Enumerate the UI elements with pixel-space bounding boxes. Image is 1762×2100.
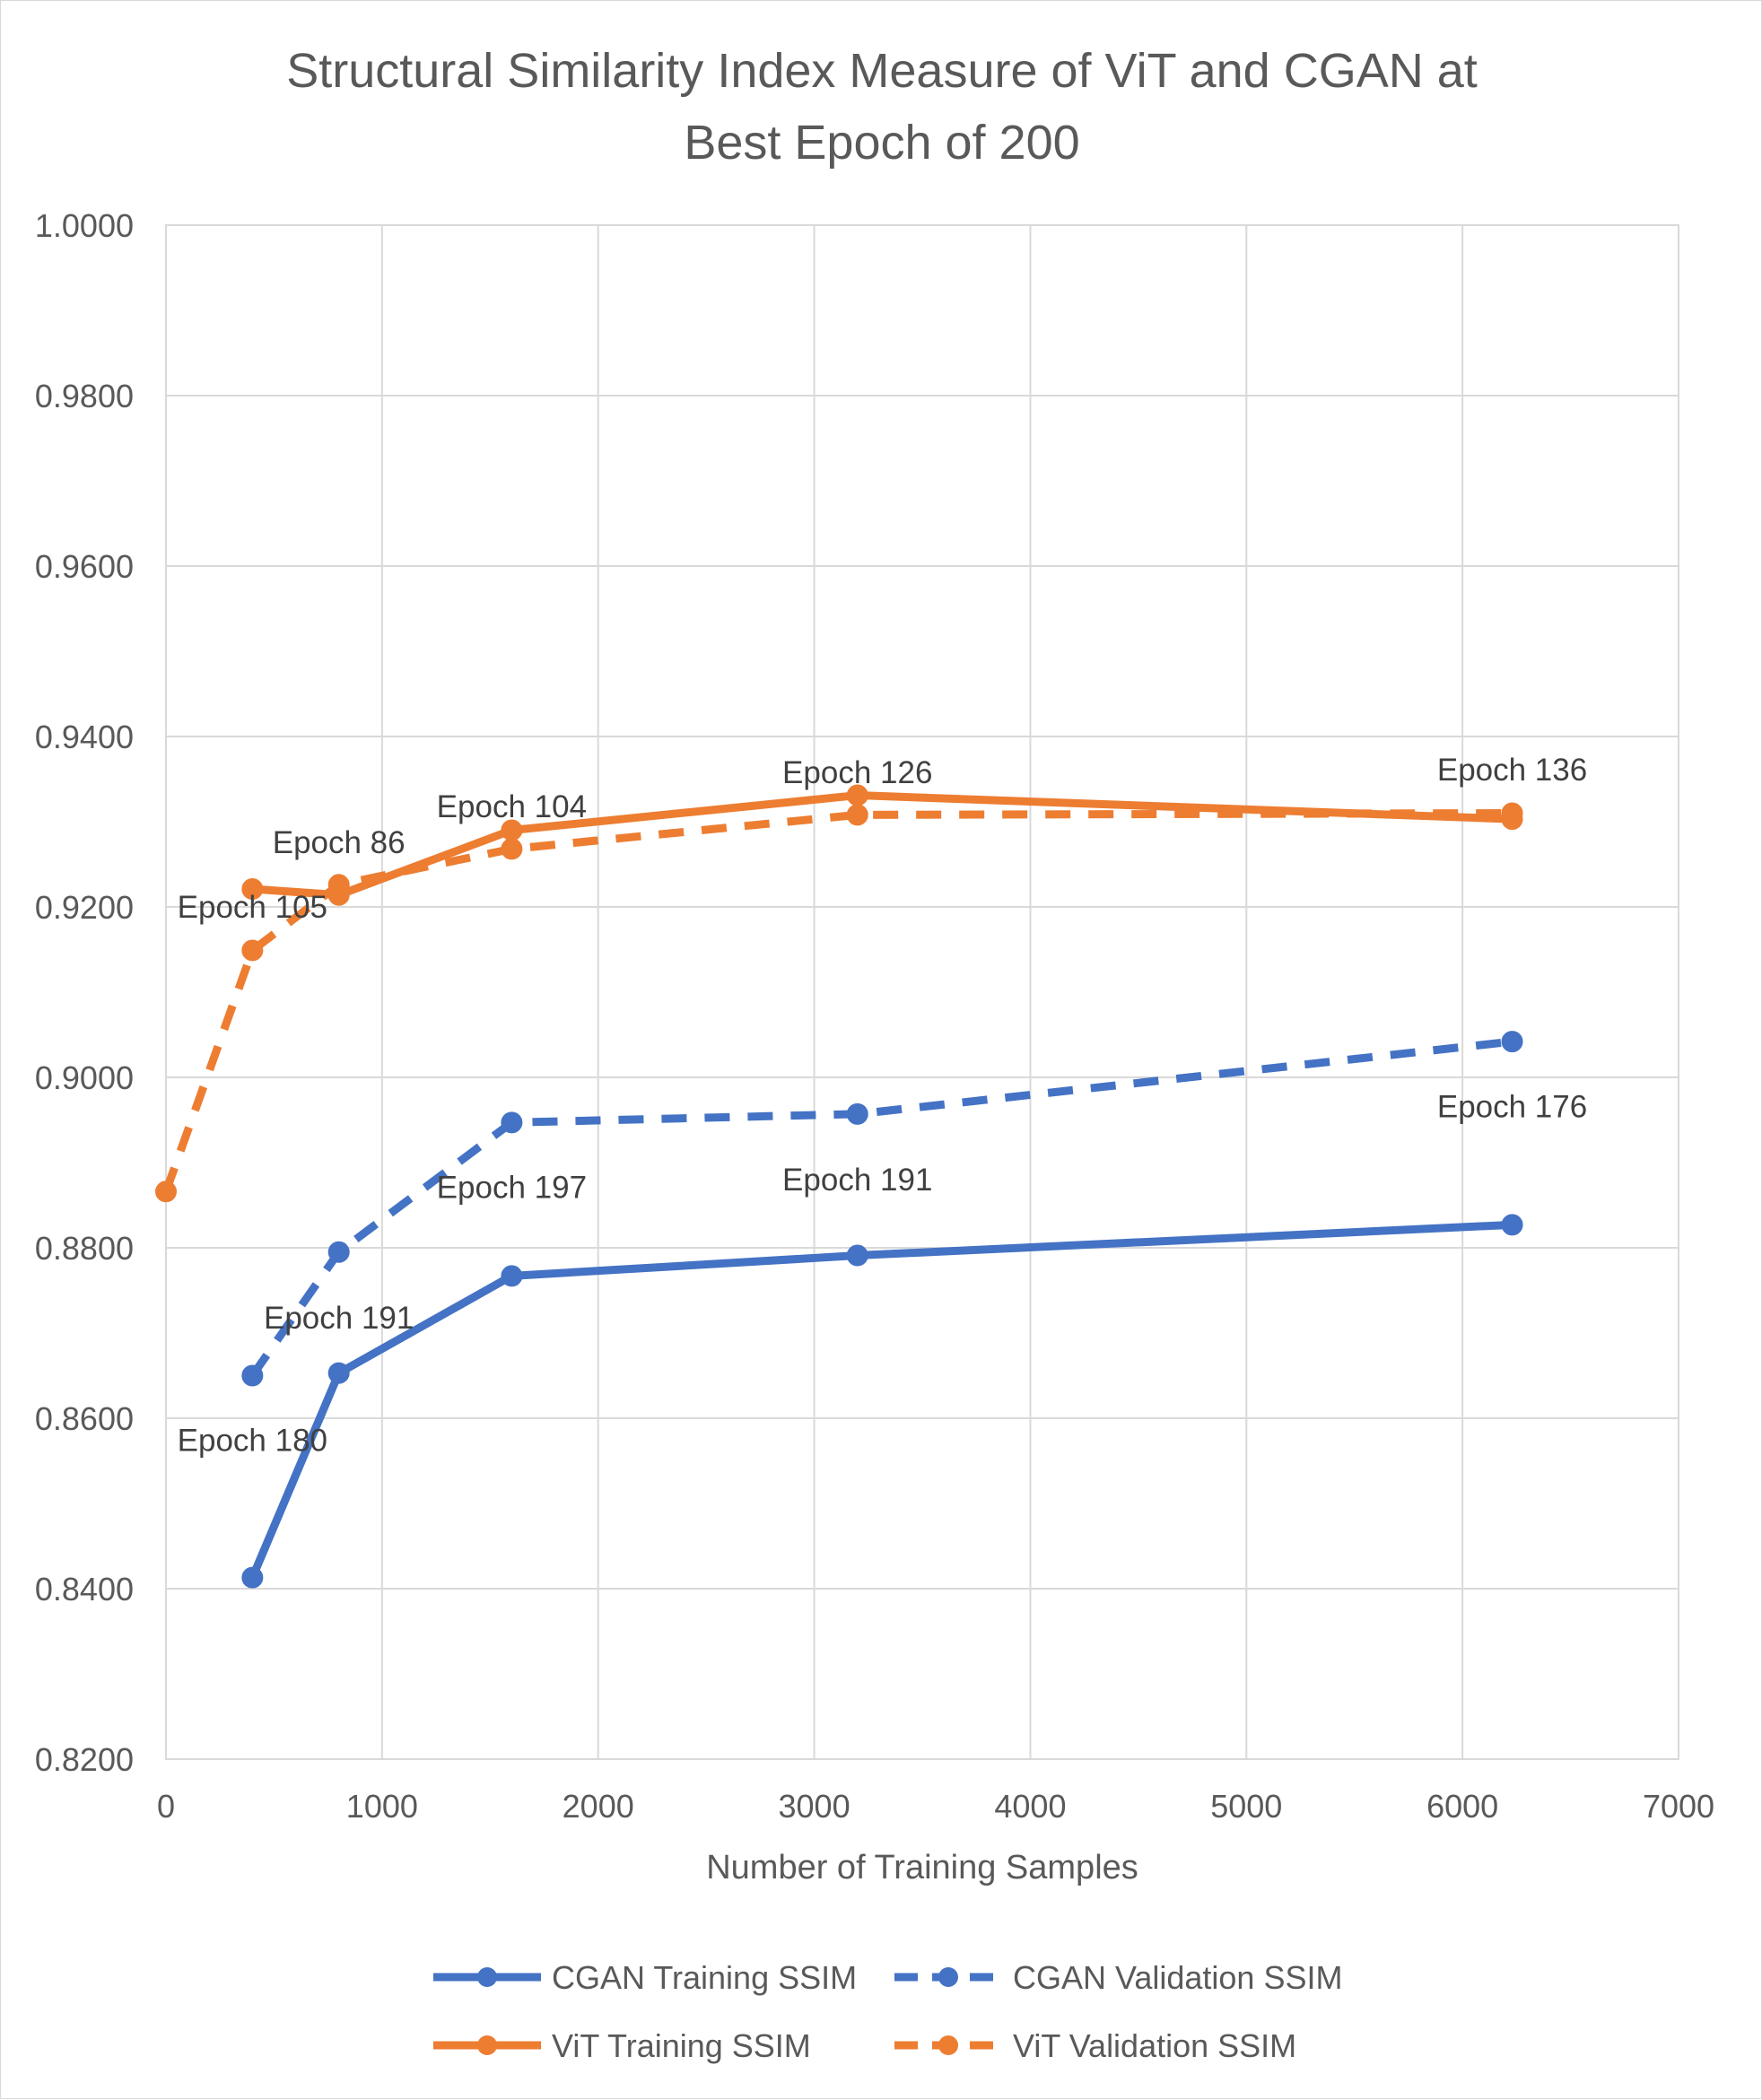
y-tick-label: 0.8600 <box>35 1400 134 1437</box>
y-tick-label: 0.8400 <box>35 1571 134 1608</box>
data-label: Epoch 86 <box>273 825 406 860</box>
data-label: Epoch 104 <box>437 789 587 824</box>
chart-title-line: Best Epoch of 200 <box>684 116 1079 170</box>
series-line-1 <box>249 1037 1513 1379</box>
data-label: Epoch 191 <box>782 1163 932 1198</box>
legend-item: ViT Training SSIM <box>433 2027 811 2064</box>
data-point <box>846 804 868 826</box>
data-point <box>846 1102 868 1125</box>
data-point <box>501 1265 523 1287</box>
data-point <box>155 1181 177 1203</box>
x-tick-label: 7000 <box>1643 1788 1714 1825</box>
x-tick-label: 6000 <box>1426 1788 1498 1825</box>
x-tick-label: 2000 <box>563 1788 634 1825</box>
data-point <box>846 1244 868 1267</box>
y-tick-label: 0.9800 <box>35 378 134 414</box>
y-tick-label: 0.9600 <box>35 548 134 585</box>
legend-swatch-marker <box>477 1967 497 1987</box>
y-tick-label: 1.0000 <box>35 207 134 244</box>
legend-label: ViT Training SSIM <box>552 2027 811 2064</box>
x-tick-label: 4000 <box>994 1788 1066 1825</box>
y-tick-label: 0.9000 <box>35 1059 134 1096</box>
data-label: Epoch 105 <box>178 890 327 925</box>
x-tick-label: 0 <box>157 1788 175 1825</box>
data-label: Epoch 126 <box>782 755 932 790</box>
data-point <box>327 1241 350 1263</box>
y-tick-label: 0.8800 <box>35 1230 134 1267</box>
legend-item: ViT Validation SSIM <box>894 2027 1296 2064</box>
legend-label: CGAN Validation SSIM <box>1013 1959 1342 1996</box>
y-tick-label: 0.9200 <box>35 889 134 926</box>
data-point <box>1501 802 1523 824</box>
data-point <box>241 1566 264 1589</box>
data-label: Epoch 197 <box>437 1171 587 1206</box>
annotation-layer: Epoch 105 Epoch 86 Epoch 104 Epoch 126 Epoch… <box>178 753 1588 1459</box>
legend-swatch-marker <box>477 2035 497 2055</box>
text-layer: Structural Similarity Index Measure of V… <box>35 44 1714 1887</box>
legend: CGAN Training SSIM CGAN Validation SSIM Vi… <box>433 1959 1342 2064</box>
legend-item: CGAN Validation SSIM <box>894 1959 1342 1996</box>
legend-label: CGAN Training SSIM <box>552 1959 857 1996</box>
data-point <box>241 878 264 901</box>
data-label: Epoch 191 <box>264 1301 414 1336</box>
data-point <box>241 939 264 962</box>
plot-area <box>165 224 1679 1760</box>
x-tick-label: 3000 <box>779 1788 850 1825</box>
y-tick-label: 0.8200 <box>35 1741 134 1778</box>
data-label: Epoch 136 <box>1437 753 1587 788</box>
grid-layer <box>165 224 1679 1760</box>
legend-item: CGAN Training SSIM <box>433 1959 857 1996</box>
data-point <box>1501 1031 1523 1053</box>
legend-label: ViT Validation SSIM <box>1013 2027 1296 2064</box>
data-point <box>501 838 523 860</box>
legend-swatch-marker <box>938 2035 958 2055</box>
x-tick-label: 1000 <box>346 1788 418 1825</box>
series-line-0 <box>248 1220 1517 1582</box>
data-point <box>241 1364 264 1387</box>
y-tick-label: 0.9400 <box>35 719 134 755</box>
x-axis-title: Number of Training Samples <box>706 1849 1138 1887</box>
plot-border <box>165 224 1679 1760</box>
data-point <box>501 1111 523 1134</box>
series-layer <box>155 784 1523 1589</box>
data-label: Epoch 176 <box>1437 1089 1587 1124</box>
chart-title-line: Structural Similarity Index Measure of V… <box>286 44 1478 98</box>
series-line-3 <box>161 809 1513 1193</box>
data-point <box>327 1362 350 1384</box>
x-tick-label: 5000 <box>1210 1788 1282 1825</box>
data-point <box>327 874 350 896</box>
data-point <box>1501 1214 1523 1236</box>
data-label: Epoch 180 <box>178 1424 327 1459</box>
legend-swatch-marker <box>938 1967 958 1987</box>
